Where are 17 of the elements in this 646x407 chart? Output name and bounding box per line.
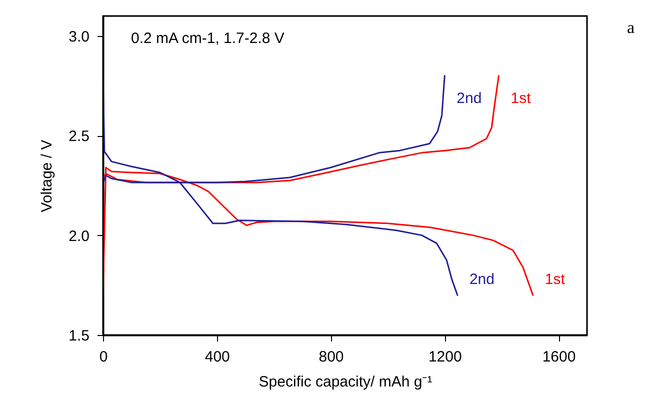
series-label: 2nd	[456, 90, 482, 107]
y-tick-label: 2.0	[68, 228, 90, 245]
x-tick-label: 800	[318, 348, 344, 366]
y-tick-label: 1.5	[68, 328, 90, 344]
series-label: 2nd	[469, 271, 494, 288]
x-axis-title: Specific capacity/ mAh g⁻¹	[258, 374, 432, 390]
series-label: 1st	[510, 90, 532, 107]
text: a	[627, 18, 635, 37]
y-tick-label: 2.5	[68, 128, 90, 146]
y-tick-label: 3.0	[68, 28, 90, 46]
x-tick-label: 1600	[542, 348, 576, 366]
x-tick-label: 400	[204, 348, 230, 366]
x-tick-label: 1200	[428, 348, 462, 366]
annotation: 0.2 mA cm-1, 1.7-2.8 V	[131, 30, 284, 47]
series-label: 1st	[544, 271, 566, 288]
x-tick-label: 0	[99, 348, 108, 366]
y-axis-title: Voltage / V	[38, 140, 56, 212]
